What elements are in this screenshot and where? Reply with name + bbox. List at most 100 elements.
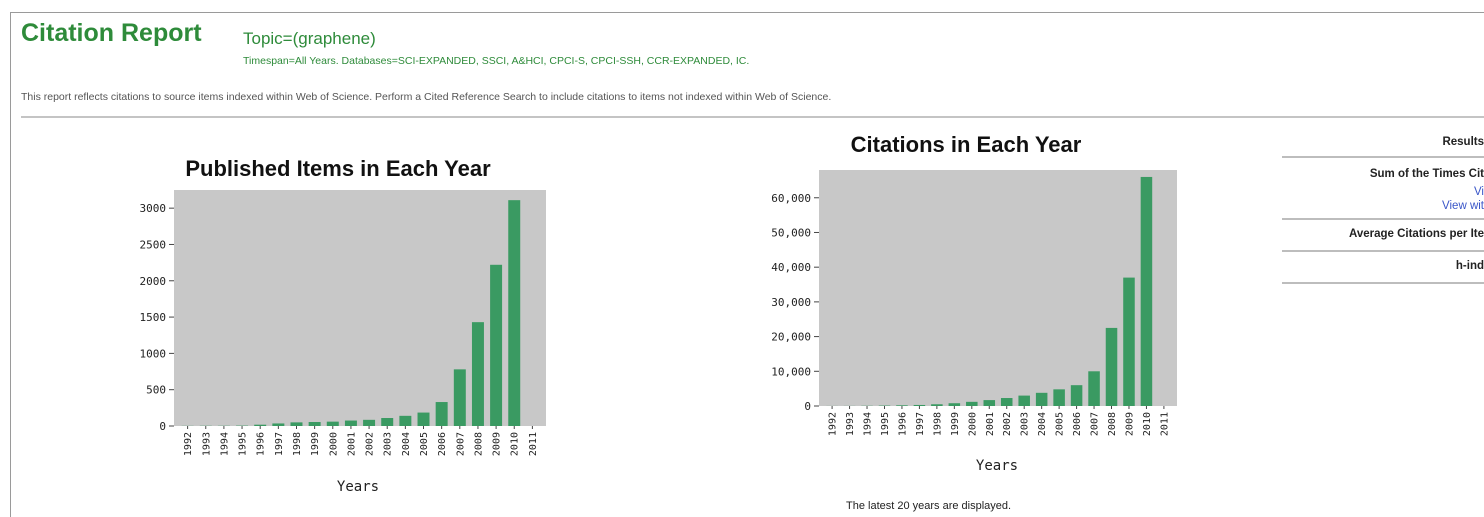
bar [1123, 278, 1135, 406]
bar [1036, 393, 1048, 406]
bar [454, 369, 466, 426]
bar [381, 418, 393, 426]
y-tick-label: 1500 [140, 311, 167, 324]
bar [363, 420, 375, 426]
y-tick-label: 20,000 [771, 331, 811, 344]
chart-xlabel: Years [337, 479, 379, 495]
bar [399, 416, 411, 426]
bar [472, 322, 484, 426]
x-tick-label: 2009 [1124, 412, 1135, 436]
x-tick-label: 2006 [437, 432, 448, 456]
x-tick-label: 1999 [950, 412, 961, 436]
bar [418, 413, 430, 426]
x-tick-label: 1992 [828, 412, 839, 436]
bar [984, 400, 996, 406]
divider [1282, 218, 1484, 220]
x-tick-label: 2005 [1055, 412, 1066, 436]
x-tick-label: 1997 [915, 412, 926, 436]
y-tick-label: 50,000 [771, 226, 811, 239]
x-tick-label: 2004 [401, 432, 412, 456]
view-citing-link[interactable]: Vi [1282, 186, 1484, 198]
bar [1088, 371, 1100, 406]
citations-chart: Citations in Each Year 0 10,000 20,000 30,0… [756, 128, 1196, 488]
x-tick-label: 2001 [346, 432, 357, 456]
x-tick-label: 2011 [1159, 412, 1170, 436]
bar [345, 421, 357, 426]
x-tick-label: 1994 [219, 432, 230, 456]
x-tick-label: 1994 [863, 412, 874, 436]
bar [290, 422, 302, 426]
x-tick-label: 2001 [985, 412, 996, 436]
x-tick-label: 2003 [1020, 412, 1031, 436]
x-tick-label: 1993 [845, 412, 856, 436]
bar [1053, 389, 1065, 406]
x-tick-label: 2010 [510, 432, 521, 456]
chart-xlabel: Years [976, 458, 1018, 474]
y-tick-label: 1000 [140, 347, 167, 360]
chart-title: Citations in Each Year [851, 132, 1082, 157]
average-citations-label: Average Citations per Ite [1282, 228, 1484, 250]
x-tick-label: 1996 [256, 432, 267, 456]
x-tick-label: 1993 [201, 432, 212, 456]
published-items-chart: Published Items in Each Year 0 500 1000 150… [110, 148, 570, 508]
latest-years-note: The latest 20 years are displayed. [846, 500, 1011, 512]
y-tick-label: 3000 [140, 202, 167, 215]
x-tick-label: 2007 [1090, 412, 1101, 436]
y-tick-label: 10,000 [771, 365, 811, 378]
report-note: This report reflects citations to source… [21, 91, 831, 103]
bar [1141, 177, 1153, 406]
x-tick-label: 2010 [1142, 412, 1153, 436]
y-tick-label: 2000 [140, 275, 167, 288]
bar [309, 422, 321, 426]
bar [896, 405, 908, 406]
divider [21, 116, 1484, 118]
y-tick-label: 0 [159, 420, 166, 433]
x-tick-label: 1995 [238, 432, 249, 456]
bar [1001, 398, 1013, 406]
x-tick-label: 1998 [932, 412, 943, 436]
x-tick-label: 1995 [880, 412, 891, 436]
results-header: Results [1282, 128, 1484, 156]
bar [931, 404, 943, 406]
bar [254, 425, 266, 426]
y-tick-label: 40,000 [771, 261, 811, 274]
x-tick-label: 2000 [967, 412, 978, 436]
bar [949, 403, 961, 406]
results-panel: Results Sum of the Times Cit Vi View wit… [1282, 128, 1484, 284]
x-tick-label: 2002 [1002, 412, 1013, 436]
x-tick-label: 2000 [328, 432, 339, 456]
bar [272, 423, 284, 426]
bar [1106, 328, 1118, 406]
x-tick-label: 2007 [455, 432, 466, 456]
y-tick-label: 30,000 [771, 296, 811, 309]
bar [1018, 396, 1030, 406]
topic-query: Topic=(graphene) [243, 29, 376, 49]
divider [1282, 250, 1484, 252]
bar [327, 422, 339, 426]
x-tick-label: 1998 [292, 432, 303, 456]
y-tick-label: 500 [146, 384, 166, 397]
chart-title: Published Items in Each Year [185, 156, 491, 181]
bar [914, 405, 926, 406]
view-without-self-link[interactable]: View wit [1282, 200, 1484, 212]
y-tick-label: 0 [804, 400, 811, 413]
bar [1071, 385, 1083, 406]
x-tick-label: 2003 [383, 432, 394, 456]
h-index-label: h-ind [1282, 260, 1484, 282]
x-tick-label: 2006 [1072, 412, 1083, 436]
divider [1282, 282, 1484, 284]
x-tick-label: 2004 [1037, 412, 1048, 436]
bar [436, 402, 448, 426]
bar [966, 402, 978, 406]
search-meta: Timespan=All Years. Databases=SCI-EXPAND… [243, 55, 749, 67]
x-tick-label: 1999 [310, 432, 321, 456]
x-tick-label: 2002 [365, 432, 376, 456]
y-tick-label: 2500 [140, 238, 167, 251]
x-tick-label: 2009 [492, 432, 503, 456]
bar [508, 200, 520, 426]
x-tick-label: 2008 [473, 432, 484, 456]
divider [1282, 156, 1484, 158]
x-tick-label: 1992 [183, 432, 194, 456]
sum-times-cited-label: Sum of the Times Cit [1282, 168, 1484, 180]
x-tick-label: 2005 [419, 432, 430, 456]
